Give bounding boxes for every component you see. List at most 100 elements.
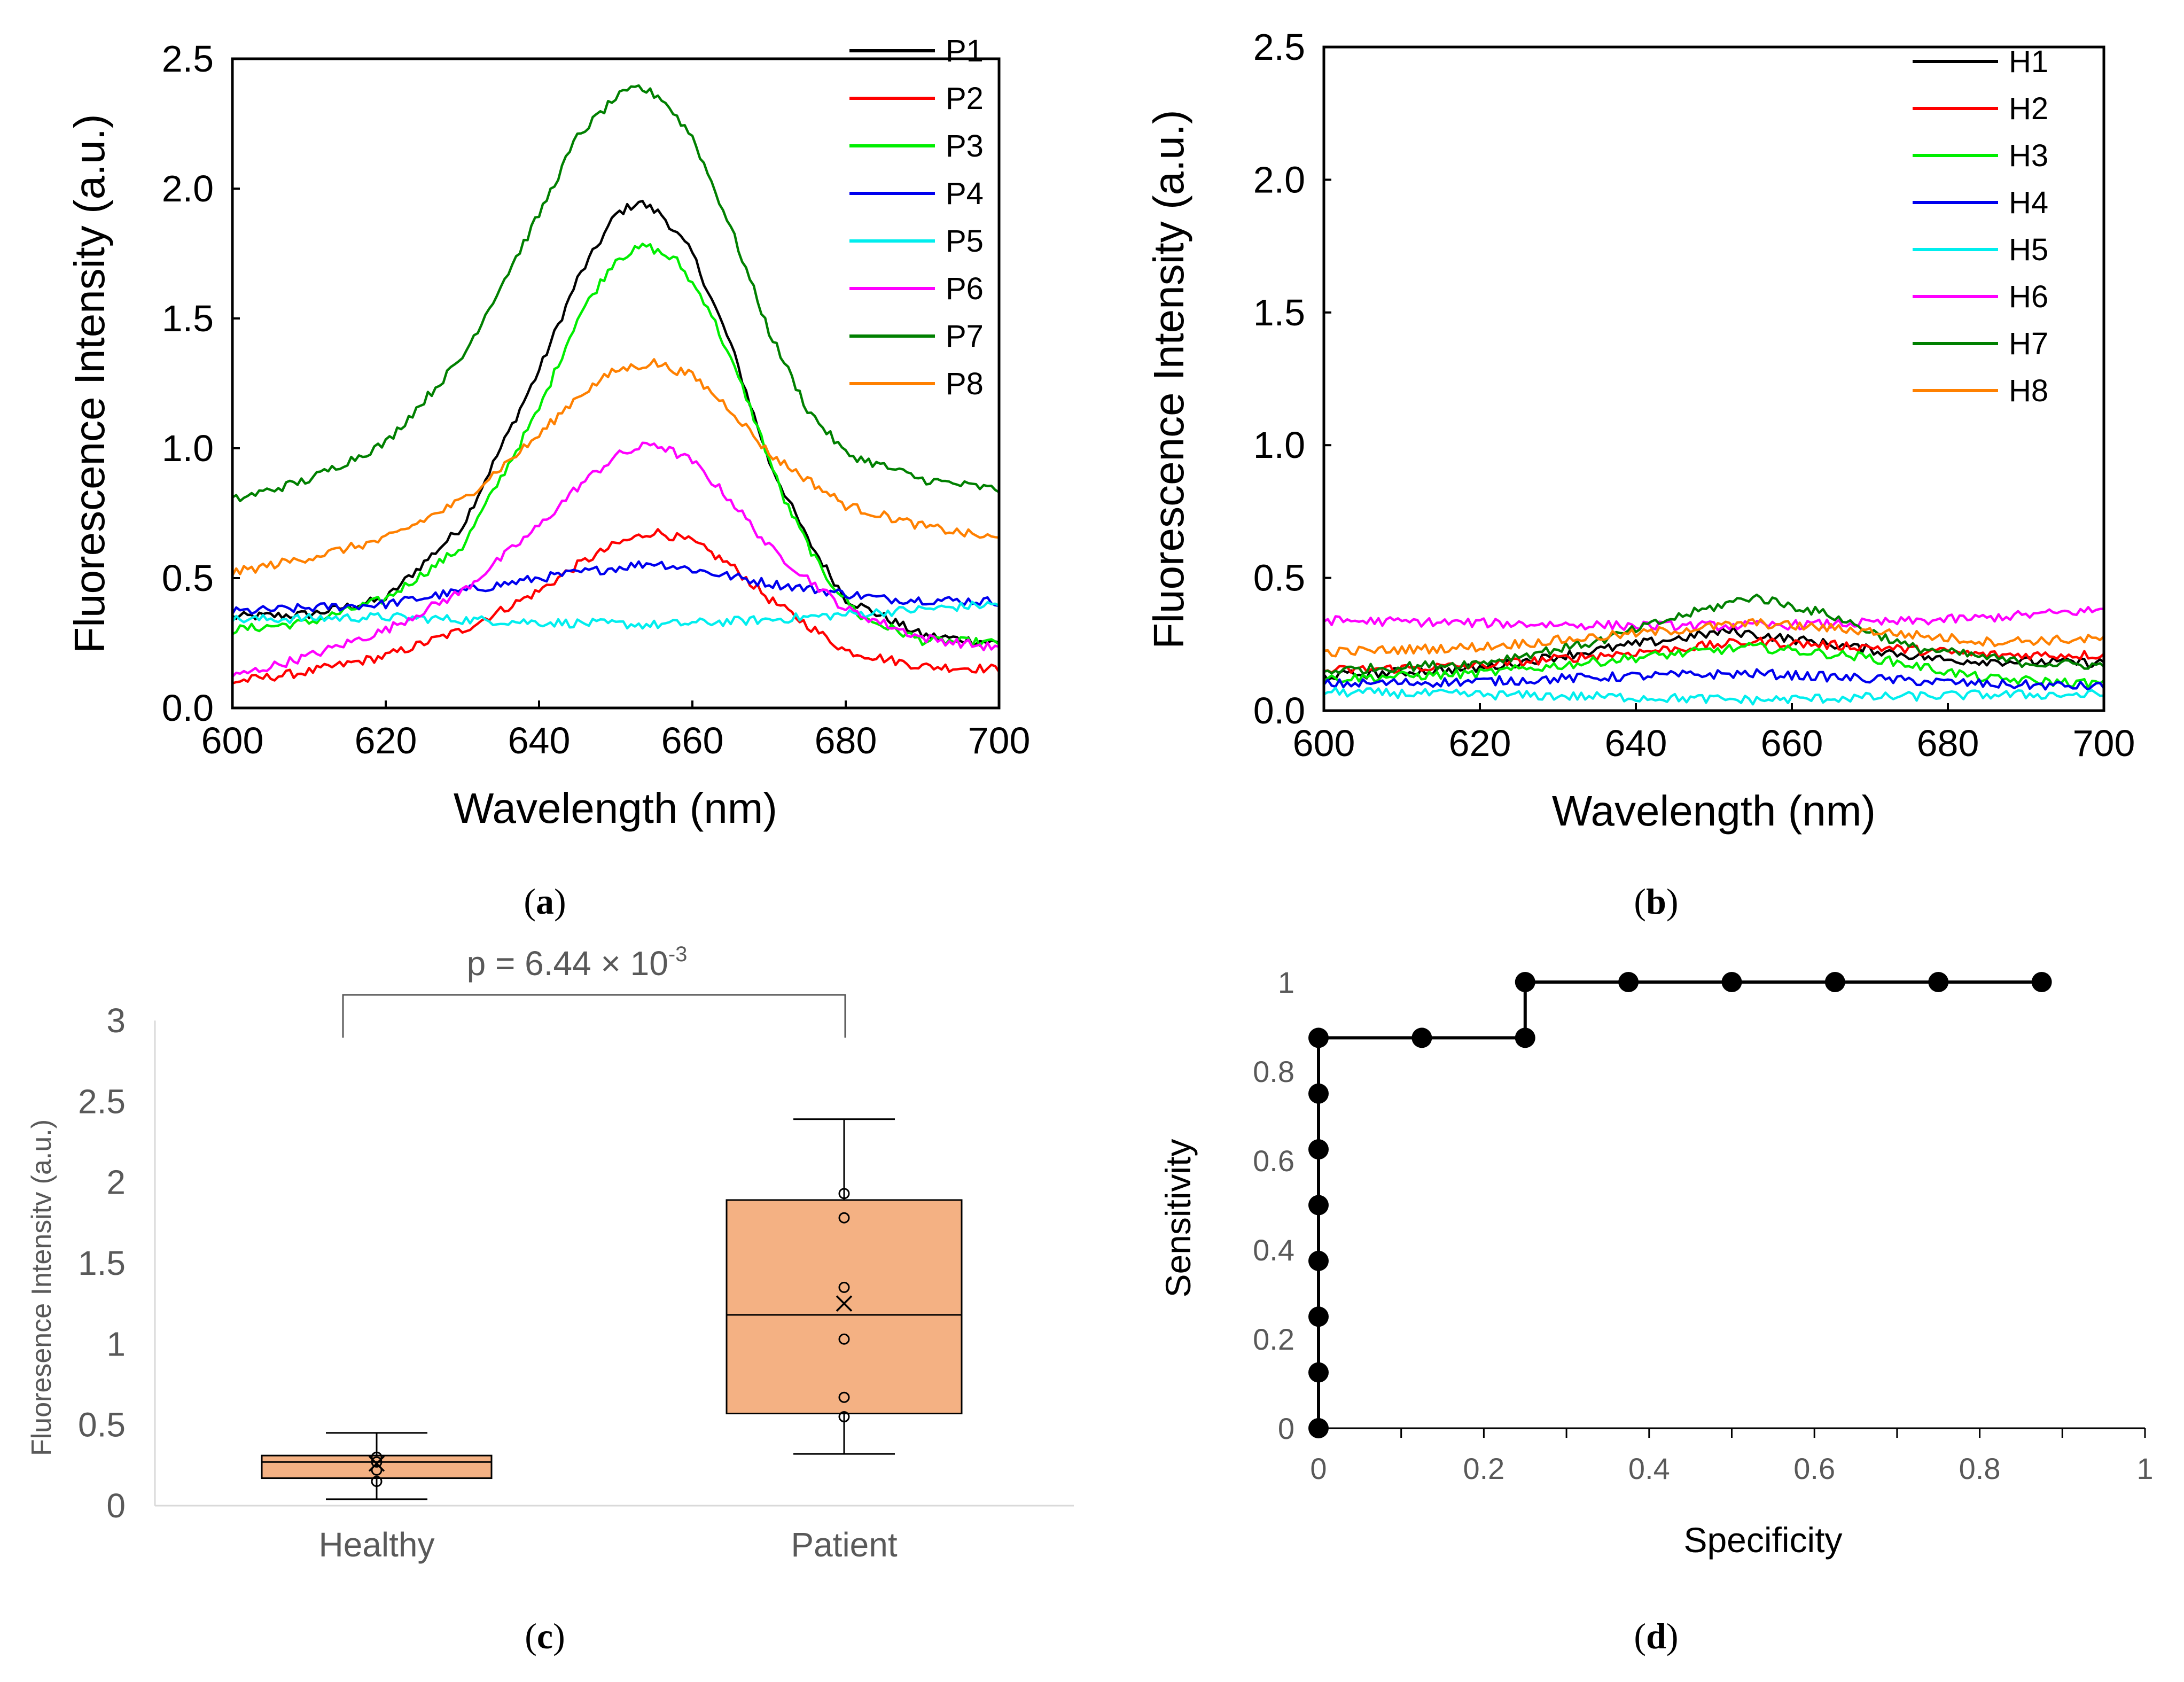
panel-d-axes: 0 0.2 0.4 0.6 0.8 1 0 0.2 0.4 0.6 0.8 1 xyxy=(1253,965,2153,1485)
panel-c-p-value-base: p = 6.44 × 10 xyxy=(467,944,668,983)
panel-c-y-axis-title: Fluoresence Intensitv (a.u.) xyxy=(26,1119,57,1456)
d-y-tick-label: 0.4 xyxy=(1253,1233,1294,1267)
a-series-p7-line xyxy=(231,84,1000,503)
d-roc-point xyxy=(1515,1027,1535,1048)
d-roc-point xyxy=(1515,972,1535,992)
c-box-group-healthy: Healthy xyxy=(261,1432,493,1564)
panel-b-x-axis-title: Wavelength (nm) xyxy=(1552,787,1876,835)
c-y-tick-label: 0 xyxy=(106,1486,126,1525)
a-series-p8-line xyxy=(231,358,1000,577)
c-data-point xyxy=(371,1451,383,1463)
c-data-point xyxy=(838,1333,850,1345)
c-data-point xyxy=(371,1464,383,1476)
panel-d-series xyxy=(1308,972,2052,1438)
caption-b: (b) xyxy=(1634,881,1678,922)
d-roc-point xyxy=(1308,1195,1329,1216)
d-y-tick-label: 0 xyxy=(1278,1412,1294,1445)
b-legend-label-h2: H2 xyxy=(2009,91,2048,126)
b-legend-label-h3: H3 xyxy=(2009,138,2048,173)
panel-a-x-axis-title: Wavelength (nm) xyxy=(454,784,777,832)
panel-b-legend: H1 H2 H3 H4 H5 H6 H7 H8 xyxy=(1913,44,2048,408)
a-y-tick-label: 2.5 xyxy=(162,38,214,80)
a-series-p5-line xyxy=(231,601,1000,630)
panel-c-significance-bracket xyxy=(342,994,846,1038)
a-legend-label-p4: P4 xyxy=(946,176,984,211)
b-y-tick-label: 2.5 xyxy=(1253,26,1305,68)
d-x-tick-label: 0 xyxy=(1310,1452,1327,1485)
d-roc-point xyxy=(1411,1027,1432,1048)
c-box-group-patient: Patient xyxy=(726,1118,963,1564)
b-legend-label-h1: H1 xyxy=(2009,44,2048,79)
c-category-label-healthy: Healthy xyxy=(319,1525,435,1564)
c-iqr-box xyxy=(726,1199,963,1414)
panel-a-y-axis-title: Fluorescence Intensity (a.u.) xyxy=(66,114,113,653)
a-legend-label-p7: P7 xyxy=(946,319,984,354)
caption-d-letter: d xyxy=(1646,1616,1666,1656)
panel-c-p-value: p = 6.44 × 10-3 xyxy=(467,943,688,983)
d-roc-point xyxy=(1618,972,1639,992)
d-roc-point xyxy=(1721,972,1742,992)
panel-d-x-axis-title: Specificity xyxy=(1683,1520,1842,1560)
d-roc-point xyxy=(1308,1418,1329,1438)
panel-c: 0 0.5 1 1.5 2 2.5 3 Healthy Patient Fluoresence… xyxy=(26,943,1074,1564)
d-roc-point xyxy=(1928,972,1949,992)
a-series-p3-line xyxy=(232,243,1000,648)
b-x-tick-label: 600 xyxy=(1293,722,1355,764)
d-y-tick-label: 0.6 xyxy=(1253,1144,1294,1178)
panel-a-ticks: 600 620 640 660 680 700 0.0 0.5 1.0 1.5 2.0 2.5 xyxy=(162,38,1031,761)
b-x-tick-label: 620 xyxy=(1449,722,1511,764)
d-x-tick-label: 0.8 xyxy=(1959,1452,2001,1485)
panel-c-boxes: Healthy Patient xyxy=(261,1118,963,1564)
a-x-tick-label: 700 xyxy=(968,720,1031,761)
caption-d: (d) xyxy=(1634,1616,1678,1656)
a-x-tick-label: 620 xyxy=(355,720,417,761)
c-y-tick-label: 2 xyxy=(106,1163,126,1202)
a-legend-label-p1: P1 xyxy=(946,34,984,68)
b-series-h8-line xyxy=(1323,618,2105,658)
a-y-tick-label: 2.0 xyxy=(162,168,214,209)
d-roc-point xyxy=(1308,1306,1329,1327)
caption-a: (a) xyxy=(524,881,566,922)
d-y-tick-label: 0.8 xyxy=(1253,1055,1294,1088)
b-y-tick-label: 0.5 xyxy=(1253,557,1305,599)
d-x-tick-label: 0.6 xyxy=(1793,1452,1835,1485)
b-x-tick-label: 700 xyxy=(2073,722,2135,764)
panel-b-plot-frame xyxy=(1322,45,2105,712)
panel-b-series xyxy=(1323,593,2105,706)
c-y-tick-label: 1 xyxy=(106,1325,126,1363)
b-series-h6-line xyxy=(1323,606,2104,632)
d-y-tick-label: 0.2 xyxy=(1253,1322,1294,1356)
d-roc-point xyxy=(1308,1139,1329,1160)
d-x-tick-label: 0.2 xyxy=(1463,1452,1504,1485)
c-y-tick-label: 2.5 xyxy=(78,1082,126,1120)
b-series-h5-line xyxy=(1323,687,2104,706)
a-legend-label-p6: P6 xyxy=(946,271,984,306)
b-x-tick-label: 680 xyxy=(1917,722,1979,764)
panel-d: 0 0.2 0.4 0.6 0.8 1 0 0.2 0.4 0.6 0.8 1 Specificity… xyxy=(1158,965,2154,1560)
d-roc-curve xyxy=(1317,980,2042,1428)
panel-c-p-value-exponent: -3 xyxy=(668,943,688,966)
a-y-tick-label: 0.5 xyxy=(162,557,214,599)
b-series-h7-line xyxy=(1323,593,2105,675)
panel-a-plot-frame xyxy=(231,57,1001,710)
a-legend-label-p2: P2 xyxy=(946,81,984,116)
panel-b-y-axis-title: Fluorescence Intensity (a.u.) xyxy=(1145,110,1192,649)
c-data-point xyxy=(371,1456,383,1468)
c-y-tick-label: 3 xyxy=(106,1001,126,1040)
d-roc-point xyxy=(2031,972,2052,992)
b-legend-label-h8: H8 xyxy=(2009,373,2048,408)
a-series-p2-line xyxy=(232,528,1000,685)
b-legend-label-h5: H5 xyxy=(2009,232,2048,267)
panel-a-series xyxy=(231,84,1000,685)
panel-c-axes: 0 0.5 1 1.5 2 2.5 3 xyxy=(78,1001,1074,1525)
b-y-tick-label: 0.0 xyxy=(1253,690,1305,731)
c-y-tick-label: 0.5 xyxy=(78,1406,126,1444)
d-roc-point xyxy=(1308,1027,1329,1048)
b-series-h4-line xyxy=(1323,668,2105,691)
c-data-point xyxy=(838,1281,850,1293)
panel-d-y-axis-title: Sensitivity xyxy=(1158,1139,1198,1297)
caption-c-letter: c xyxy=(537,1616,553,1656)
